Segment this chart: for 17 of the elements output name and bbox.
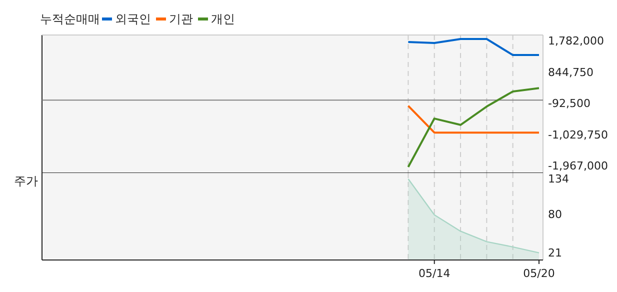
y-tick-label: -1,967,000 [548, 160, 608, 173]
legend-label: 기관 [169, 12, 193, 26]
legend-label: 개인 [211, 12, 235, 26]
y-tick-label: -92,500 [548, 97, 590, 110]
y-tick-label: 1,782,000 [548, 34, 604, 48]
y-tick-label: 134 [548, 172, 569, 186]
legend-label: 외국인 [115, 12, 151, 26]
x-tick-label: 05/20 [523, 267, 555, 280]
line-series [407, 87, 540, 168]
y-tick-label: 21 [548, 246, 562, 260]
y-tick-label: 844,750 [548, 66, 594, 79]
chart-title: 누적순매매 [40, 12, 100, 26]
y-axis-title: 주가 [14, 174, 38, 188]
x-tick-label: 05/14 [418, 267, 450, 280]
y-tick-label: 80 [548, 208, 562, 222]
line-series [407, 38, 540, 56]
y-tick-label: -1,029,750 [548, 128, 608, 142]
